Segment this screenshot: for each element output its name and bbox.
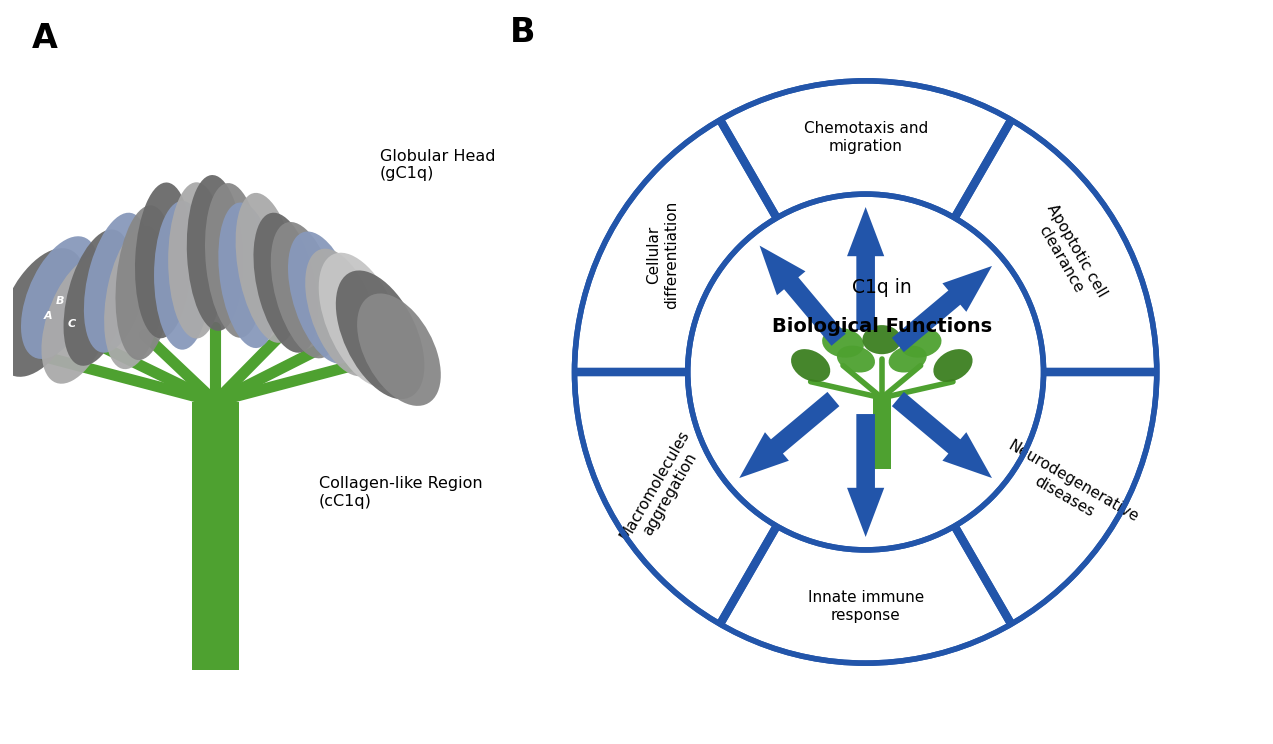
Ellipse shape <box>20 237 99 359</box>
Ellipse shape <box>318 253 404 387</box>
Ellipse shape <box>253 213 318 353</box>
Ellipse shape <box>862 325 901 354</box>
Text: Neurodegenerative
diseases: Neurodegenerative diseases <box>997 438 1141 540</box>
Ellipse shape <box>822 328 864 358</box>
Ellipse shape <box>288 231 359 364</box>
Ellipse shape <box>791 349 830 382</box>
Text: B: B <box>56 296 64 307</box>
Polygon shape <box>892 266 992 352</box>
Text: B: B <box>509 16 536 49</box>
Circle shape <box>687 194 1044 550</box>
Text: C: C <box>67 318 75 329</box>
Text: Apoptotic cell
clearance: Apoptotic cell clearance <box>1029 202 1109 308</box>
Ellipse shape <box>205 183 264 338</box>
Text: Collagen-like Region
(cC1q): Collagen-like Region (cC1q) <box>318 476 482 509</box>
Text: Chemotaxis and
migration: Chemotaxis and migration <box>803 121 928 154</box>
Text: A: A <box>43 311 52 321</box>
Text: Globular Head
(gC1q): Globular Head (gC1q) <box>381 149 495 182</box>
Ellipse shape <box>135 182 192 339</box>
Ellipse shape <box>271 222 339 359</box>
Text: Macromolecules
aggregation: Macromolecules aggregation <box>617 427 708 551</box>
Text: A: A <box>32 22 57 55</box>
Ellipse shape <box>42 256 116 384</box>
Ellipse shape <box>219 202 278 348</box>
Ellipse shape <box>306 248 379 376</box>
Ellipse shape <box>358 293 440 406</box>
Text: Innate immune
response: Innate immune response <box>807 590 924 623</box>
Ellipse shape <box>104 226 167 369</box>
Polygon shape <box>892 392 992 478</box>
Polygon shape <box>760 246 845 346</box>
Ellipse shape <box>116 205 173 360</box>
Ellipse shape <box>154 201 210 350</box>
Text: C1q in: C1q in <box>852 278 911 298</box>
Polygon shape <box>740 392 839 478</box>
Ellipse shape <box>900 328 942 358</box>
Text: Biological Functions: Biological Functions <box>771 317 992 336</box>
Ellipse shape <box>0 248 85 376</box>
Ellipse shape <box>84 213 149 353</box>
Ellipse shape <box>336 271 424 399</box>
Bar <box>192 402 239 670</box>
Ellipse shape <box>187 175 243 331</box>
Bar <box>873 398 891 469</box>
Text: Cellular
differentiation: Cellular differentiation <box>647 201 679 309</box>
Ellipse shape <box>836 346 875 373</box>
Ellipse shape <box>168 182 225 339</box>
Ellipse shape <box>64 229 131 366</box>
Ellipse shape <box>933 349 973 382</box>
Ellipse shape <box>889 346 927 373</box>
Polygon shape <box>847 414 885 537</box>
Polygon shape <box>847 207 885 330</box>
Ellipse shape <box>236 193 299 343</box>
